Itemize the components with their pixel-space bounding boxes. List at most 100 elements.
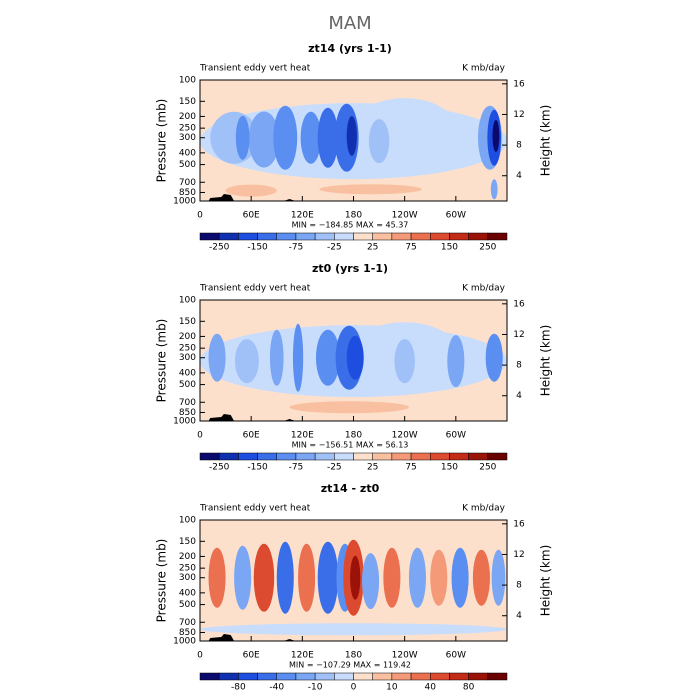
left-label: Transient eddy vert heat <box>199 504 311 514</box>
y-tick-label: 400 <box>179 368 196 378</box>
colorbar-box <box>334 672 354 681</box>
contour-region <box>485 333 503 382</box>
x-tick-label: 0 <box>197 431 203 441</box>
contour-region <box>208 547 226 608</box>
y-tick-label: 1000 <box>173 637 196 647</box>
contour-region <box>492 119 500 152</box>
colorbar-box <box>257 452 277 461</box>
colorbar-box <box>391 232 412 241</box>
min-max: MIN = −184.85 MAX = 45.37 <box>292 221 409 230</box>
colorbar-box <box>199 232 220 241</box>
x-tick-label: 120E <box>291 651 314 661</box>
panel-title: zt14 - zt0 <box>321 482 380 495</box>
colorbar-box <box>449 672 469 681</box>
y-tick-label: 400 <box>179 148 196 158</box>
y-tick-label: 500 <box>179 160 196 170</box>
x-tick-label: 120W <box>392 211 418 221</box>
colorbar-label: -75 <box>289 463 304 473</box>
colorbar-box <box>430 232 450 241</box>
colorbar-box <box>391 672 412 681</box>
contour-region <box>200 623 507 636</box>
y2-tick-label: 12 <box>513 110 524 120</box>
contour-region <box>208 333 226 382</box>
y-axis-label: Pressure (mb) <box>155 319 169 403</box>
contour-region <box>317 541 339 614</box>
colorbar-box <box>410 672 431 681</box>
y-tick-label: 850 <box>179 188 196 198</box>
y-axis-label: Pressure (mb) <box>155 99 169 183</box>
x-tick-label: 0 <box>197 211 203 221</box>
colorbar-box <box>372 672 393 681</box>
y-tick-label: 100 <box>179 76 196 86</box>
colorbar-box <box>238 672 258 681</box>
y2-tick-label: 12 <box>513 550 524 560</box>
x-tick-label: 60W <box>446 431 466 441</box>
y-tick-label: 700 <box>179 398 196 408</box>
right-label: K mb/day <box>462 284 506 294</box>
colorbar-label: 25 <box>367 243 378 253</box>
right-label: K mb/day <box>462 504 506 514</box>
contour-region <box>298 543 316 612</box>
colorbar-box <box>276 452 297 461</box>
y-axis-label: Pressure (mb) <box>155 539 169 623</box>
colorbar-box <box>487 232 508 241</box>
colorbar-label: -25 <box>327 243 342 253</box>
contour-region <box>276 541 294 614</box>
y2-tick-label: 4 <box>516 391 522 401</box>
colorbar-box <box>314 672 335 681</box>
y-tick-label: 150 <box>179 97 196 107</box>
colorbar-box <box>314 232 335 241</box>
y2-axis-label: Height (km) <box>539 105 553 176</box>
x-tick-label: 180 <box>345 431 362 441</box>
contour-region <box>472 549 490 606</box>
y2-tick-label: 16 <box>513 299 525 309</box>
y-tick-label: 1000 <box>173 197 196 207</box>
colorbar-box <box>487 452 508 461</box>
contour-region <box>491 549 506 606</box>
y2-tick-label: 4 <box>516 171 522 181</box>
colorbar-box <box>372 232 393 241</box>
contour-region <box>408 547 426 608</box>
contour-region <box>234 545 252 610</box>
colorbar-label: 150 <box>441 243 458 253</box>
colorbar-box <box>314 452 335 461</box>
colorbar-box <box>449 232 469 241</box>
y-tick-label: 400 <box>179 588 196 598</box>
colorbar-label: -80 <box>231 683 246 693</box>
x-tick-label: 60W <box>446 211 466 221</box>
colorbar-box <box>353 452 373 461</box>
colorbar-label: 80 <box>463 683 475 693</box>
y2-tick-label: 8 <box>516 581 522 591</box>
colorbar-label: -75 <box>289 243 304 253</box>
contour-region <box>253 543 275 612</box>
y-tick-label: 850 <box>179 628 196 638</box>
y-tick-label: 200 <box>179 112 196 122</box>
y-tick-label: 700 <box>179 178 196 188</box>
y2-tick-label: 12 <box>513 330 524 340</box>
colorbar-box <box>372 452 393 461</box>
colorbar-label: 250 <box>479 463 496 473</box>
contour-region <box>350 555 361 600</box>
contour-region <box>289 401 409 414</box>
y-tick-label: 250 <box>179 124 196 134</box>
contour-region <box>292 323 304 392</box>
contour-region <box>490 179 498 200</box>
x-tick-label: 120E <box>291 211 314 221</box>
x-tick-label: 120W <box>392 651 418 661</box>
y-tick-label: 150 <box>179 537 196 547</box>
x-tick-label: 120W <box>392 431 418 441</box>
contour-region <box>430 549 448 606</box>
contour-region <box>346 335 364 380</box>
contour-region <box>447 335 465 388</box>
contour-region <box>234 339 259 384</box>
colorbar-label: -25 <box>327 463 342 473</box>
y2-tick-label: 8 <box>516 361 522 371</box>
colorbar-box <box>449 452 469 461</box>
y-tick-label: 150 <box>179 317 196 327</box>
colorbar-label: 250 <box>479 243 496 253</box>
colorbar-label: 0 <box>351 683 357 693</box>
panel-title: zt0 (yrs 1-1) <box>312 262 388 275</box>
contour-field <box>200 300 507 421</box>
y-tick-label: 200 <box>179 552 196 562</box>
y-tick-label: 100 <box>179 516 196 526</box>
